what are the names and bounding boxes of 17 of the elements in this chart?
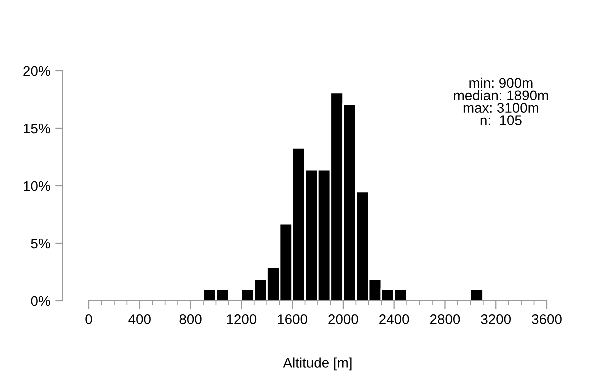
x-tick-label: 0 [86, 314, 92, 324]
y-tick-label: 0% [31, 296, 50, 306]
y-tick-label: 5% [31, 238, 50, 249]
y-tick-label: 10% [24, 181, 50, 192]
x-tick-label: 400 [128, 314, 151, 324]
x-tick-label: 3200 [481, 314, 512, 324]
annotation: min: 900m median: 1890m max: 3100m n: 105 [454, 78, 548, 126]
x-axis-title: Altitude [m] [283, 358, 352, 371]
x-tick-label: 1600 [278, 314, 308, 324]
x-tick-label: 2800 [430, 314, 460, 324]
x-tick-label: 2400 [380, 314, 410, 324]
x-tick-label: 800 [180, 314, 202, 324]
y-tick-label: 15% [24, 124, 50, 134]
x-tick-label: 1200 [227, 314, 257, 324]
x-tick-label: 2000 [328, 314, 358, 324]
x-tick-label: 3600 [532, 314, 562, 324]
y-tick-label: 20% [24, 66, 50, 76]
